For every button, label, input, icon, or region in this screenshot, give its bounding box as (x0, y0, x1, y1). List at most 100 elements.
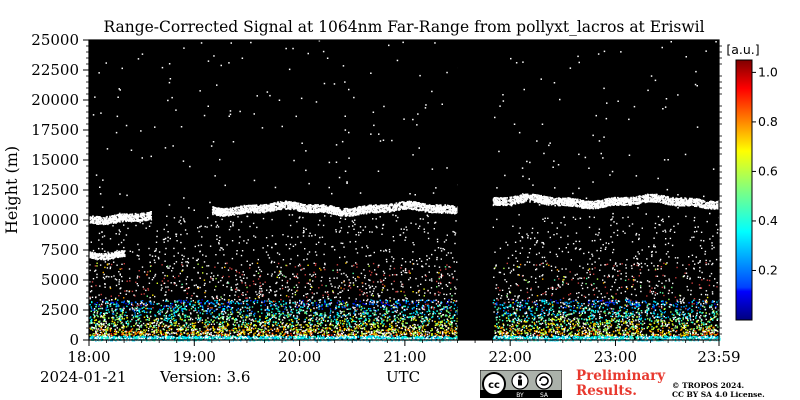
signal-point (696, 334, 698, 336)
signal-point (594, 306, 596, 308)
signal-point (660, 300, 663, 302)
signal-point (521, 326, 524, 328)
signal-point (201, 322, 204, 324)
signal-point (570, 305, 572, 308)
signal-point (431, 301, 433, 303)
signal-point (101, 334, 103, 337)
signal-point (593, 301, 595, 303)
signal-point (407, 306, 409, 308)
signal-point (447, 322, 450, 324)
signal-point (303, 331, 306, 333)
signal-point (404, 318, 406, 321)
signal-point (660, 315, 662, 317)
signal-point (445, 325, 448, 327)
signal-point (187, 335, 189, 337)
signal-point (184, 306, 186, 308)
signal-point (704, 332, 706, 334)
signal-point (697, 329, 700, 331)
signal-point (215, 331, 217, 334)
signal-point (209, 309, 211, 311)
signal-point (244, 321, 247, 324)
signal-point (595, 323, 597, 326)
signal-point (682, 323, 684, 325)
signal-point (315, 340, 318, 342)
signal-point (105, 307, 107, 309)
signal-point (167, 318, 169, 321)
signal-point (543, 328, 545, 330)
signal-point (232, 318, 234, 320)
signal-point (164, 317, 166, 319)
signal-point (384, 305, 386, 307)
signal-point (631, 304, 633, 306)
signal-point (349, 312, 351, 314)
signal-point (356, 324, 358, 326)
signal-point (318, 315, 320, 317)
signal-point (496, 325, 498, 328)
signal-point (395, 305, 397, 307)
signal-point (683, 306, 685, 308)
signal-point (131, 328, 134, 330)
signal-point (324, 301, 326, 303)
signal-point (581, 327, 583, 329)
signal-point (656, 333, 658, 336)
signal-point (290, 333, 292, 335)
signal-point (696, 321, 699, 323)
signal-point (646, 314, 648, 317)
signal-point (446, 302, 448, 305)
signal-point (270, 317, 273, 319)
signal-point (508, 305, 510, 308)
signal-point (714, 303, 716, 305)
signal-point (604, 335, 607, 337)
signal-point (374, 323, 377, 325)
signal-point (661, 317, 663, 320)
signal-point (199, 329, 201, 332)
signal-point (246, 310, 249, 312)
signal-point (500, 326, 502, 329)
signal-point (571, 334, 573, 336)
signal-point (500, 331, 502, 333)
signal-point (594, 325, 596, 328)
signal-point (555, 326, 557, 329)
signal-point (450, 306, 452, 308)
signal-point (657, 329, 659, 331)
signal-point (543, 312, 545, 314)
signal-point (312, 315, 315, 317)
signal-point (218, 313, 220, 315)
signal-point (354, 300, 357, 302)
signal-point (672, 330, 674, 332)
signal-point (428, 307, 430, 309)
signal-point (216, 332, 219, 334)
signal-point (569, 319, 571, 321)
signal-point (412, 302, 414, 305)
signal-point (672, 328, 674, 330)
signal-point (345, 314, 347, 317)
signal-point (221, 333, 224, 336)
signal-point (279, 315, 281, 317)
signal-point (292, 329, 294, 331)
signal-point (171, 331, 173, 333)
signal-point (345, 328, 347, 330)
signal-point (316, 320, 318, 323)
signal-point (494, 330, 496, 332)
signal-point (570, 301, 572, 303)
signal-point (277, 310, 279, 312)
signal-point (189, 326, 192, 328)
signal-point (233, 328, 236, 330)
signal-point (168, 327, 170, 330)
signal-point (96, 330, 99, 332)
signal-point (185, 299, 187, 302)
signal-point (662, 327, 664, 330)
signal-point (589, 330, 591, 332)
signal-point (276, 305, 278, 307)
signal-point (432, 313, 434, 316)
signal-point (550, 299, 552, 301)
signal-point (220, 330, 222, 332)
signal-point (605, 333, 608, 335)
signal-point (623, 316, 625, 318)
signal-point (353, 312, 355, 314)
signal-point (359, 317, 362, 320)
signal-point (674, 310, 677, 312)
signal-point (177, 300, 179, 302)
signal-point (540, 313, 543, 316)
signal-point (631, 333, 633, 336)
